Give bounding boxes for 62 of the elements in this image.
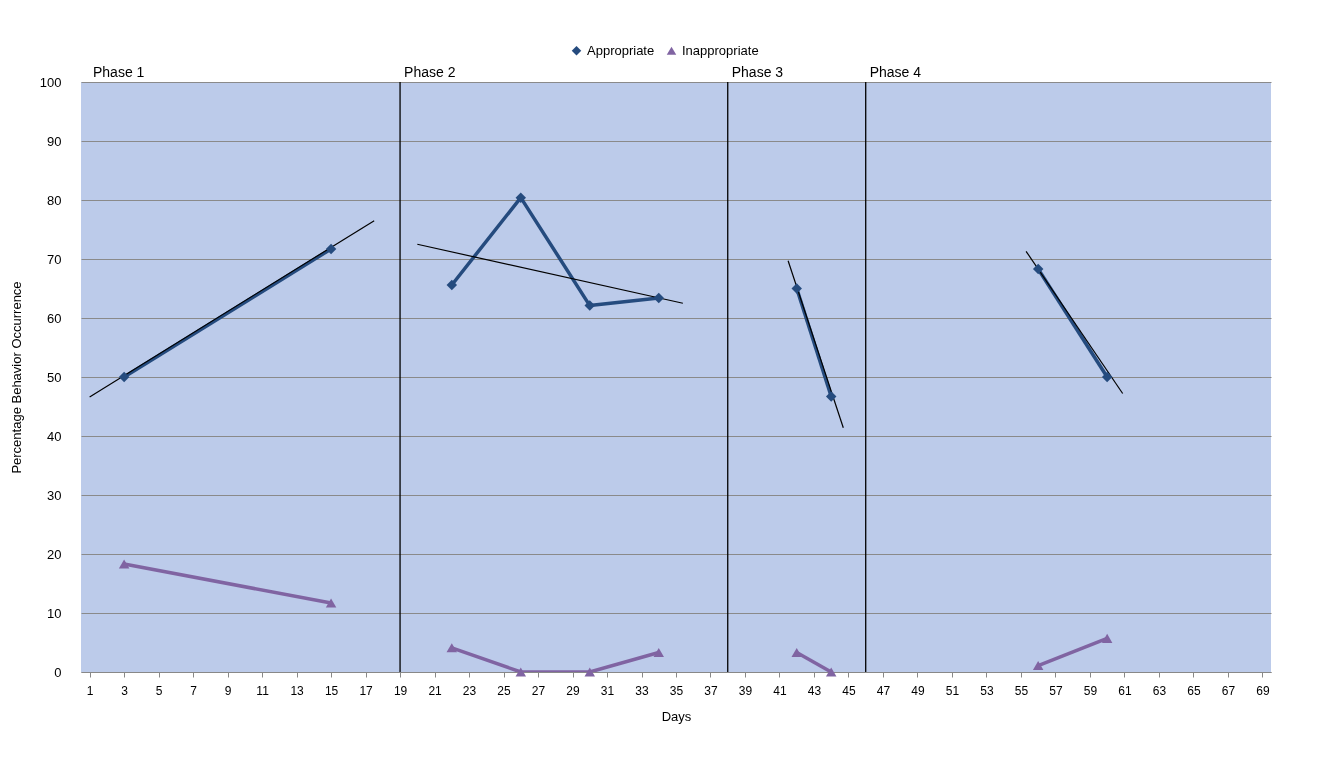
x-tick-label: 47 <box>876 683 891 698</box>
y-tick-label: 0 <box>54 664 62 680</box>
x-tick-label: 7 <box>190 683 198 698</box>
x-tick-label: 23 <box>462 683 477 698</box>
x-tick-label: 1 <box>86 683 94 698</box>
x-tick-label: 5 <box>155 683 163 698</box>
y-tick-label: 20 <box>47 546 62 562</box>
x-tick-label: 65 <box>1187 683 1201 698</box>
text: Phase 1 <box>93 64 145 80</box>
x-tick-label: 3 <box>121 683 129 698</box>
y-tick-label: 40 <box>47 428 62 444</box>
legend-label: Inappropriate <box>682 42 759 58</box>
ref-line-label: Phase 4 <box>869 64 922 80</box>
x-tick-label: 39 <box>738 683 753 698</box>
x-tick-label: 31 <box>600 683 615 698</box>
point <box>325 243 337 255</box>
x-tick-label: 15 <box>324 683 339 698</box>
x-tick-label: 61 <box>1118 683 1132 698</box>
x-tick-label: 55 <box>1014 683 1029 698</box>
x-tick-label: 17 <box>359 683 374 698</box>
x-tick-label: 59 <box>1083 683 1098 698</box>
point <box>791 283 802 294</box>
x-tick-label: 53 <box>980 683 994 698</box>
x-tick-label: 11 <box>256 683 270 698</box>
x-tick-label: 33 <box>635 683 649 698</box>
x-tick-label: 69 <box>1256 683 1270 698</box>
x-tick-label: 41 <box>773 683 787 698</box>
x-tick-label: 29 <box>566 683 581 698</box>
y-tick-label: 90 <box>47 133 62 149</box>
x-tick-label: 43 <box>807 683 822 698</box>
point <box>325 598 337 608</box>
x-tick-label: 27 <box>531 683 546 698</box>
x-tick-label: 49 <box>911 683 925 698</box>
x-tick-label: 21 <box>428 683 443 698</box>
point <box>118 371 130 383</box>
y-tick-label: 80 <box>47 192 62 208</box>
x-tick-label: 35 <box>669 683 684 698</box>
x-tick-label: 25 <box>497 683 512 698</box>
ref-line-label: Phase 3 <box>731 64 784 80</box>
legend-label: Appropriate <box>587 42 655 58</box>
x-tick-label: 9 <box>224 683 232 698</box>
y-tick-label: 70 <box>47 251 62 267</box>
x-tick-label: 51 <box>945 683 960 698</box>
y-tick-label: 100 <box>39 74 62 90</box>
x-axis-title: Days <box>661 708 692 724</box>
x-tick-label: 45 <box>842 683 856 698</box>
x-tick-label: 57 <box>1049 683 1063 698</box>
x-tick-label: 37 <box>704 683 718 698</box>
point <box>1101 371 1113 383</box>
point <box>825 391 837 402</box>
x-tick-label: 13 <box>290 683 305 698</box>
y-tick-label: 30 <box>47 487 62 503</box>
y-tick-label: 10 <box>47 605 62 621</box>
x-tick-label: 63 <box>1152 683 1167 698</box>
x-tick-label: 67 <box>1221 683 1236 698</box>
point <box>1032 263 1044 275</box>
y-tick-label: 50 <box>47 369 62 385</box>
point <box>118 559 130 569</box>
y-tick-label: 60 <box>47 310 62 326</box>
x-tick-label: 19 <box>393 683 408 698</box>
y-axis-title: Percentage Behavior Occurrence <box>8 281 24 474</box>
ref-line-label: Phase 2 <box>404 64 456 80</box>
